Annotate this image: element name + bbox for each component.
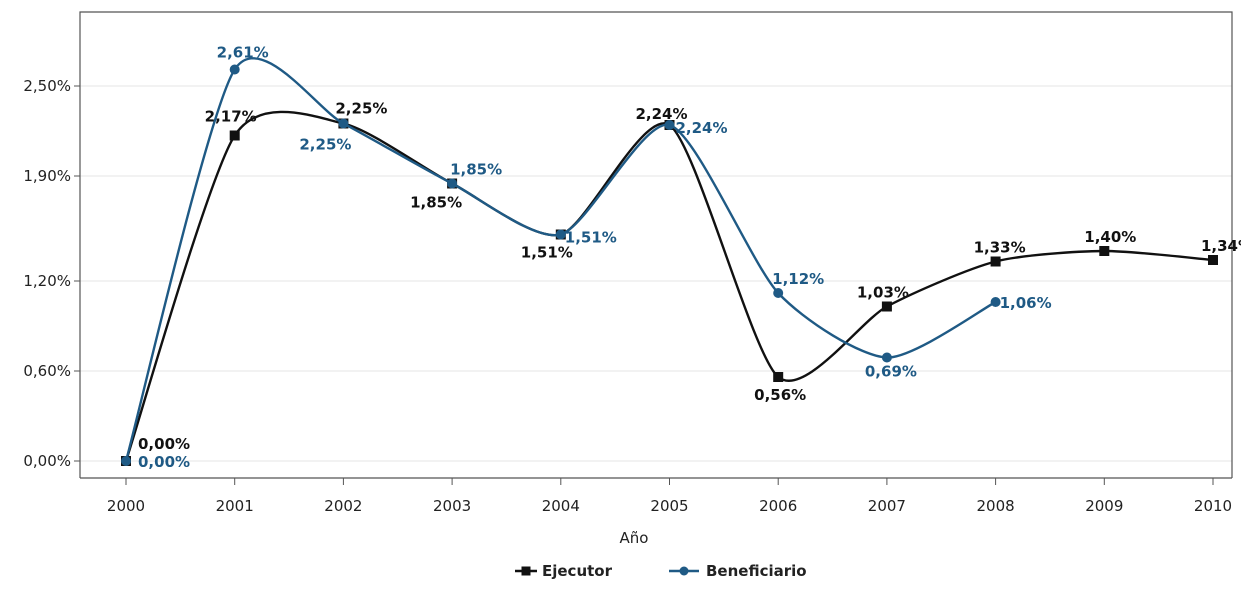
series <box>121 57 1218 466</box>
x-tick-label: 2003 <box>433 497 471 515</box>
data-label-ejecutor: 0,56% <box>754 386 806 404</box>
data-label-ejecutor: 2,24% <box>635 105 687 123</box>
y-tick-label: 1,90% <box>23 167 71 185</box>
data-label-ejecutor: 2,25% <box>335 100 387 118</box>
point-ejecutor <box>881 301 892 312</box>
x-tick-label: 2000 <box>107 497 145 515</box>
point-beneficiario <box>338 118 349 129</box>
x-tick-label: 2007 <box>868 497 906 515</box>
data-label-beneficiario: 1,06% <box>1000 294 1052 312</box>
point-ejecutor <box>773 372 784 382</box>
plot-frame <box>79 11 1233 478</box>
x-tick-label: 2002 <box>324 497 362 515</box>
point-ejecutor <box>990 256 1001 267</box>
legend-label-beneficiario: Beneficiario <box>706 562 807 580</box>
data-label-beneficiario: 1,12% <box>772 270 824 288</box>
data-label-ejecutor: 1,85% <box>410 194 462 212</box>
y-tick-label: 2,50% <box>23 77 71 95</box>
x-tick-label: 2004 <box>542 497 580 515</box>
data-label-beneficiario: 0,69% <box>865 363 917 381</box>
legend: Ejecutor Beneficiario <box>515 562 807 580</box>
data-label-ejecutor: 1,40% <box>1084 228 1136 246</box>
point-beneficiario <box>773 288 784 298</box>
data-label-beneficiario: 1,85% <box>450 161 502 179</box>
point-ejecutor <box>1208 255 1218 265</box>
point-beneficiario <box>881 352 892 363</box>
point-beneficiario <box>229 64 240 75</box>
x-tick-label: 2005 <box>650 497 688 515</box>
legend-marker-ejecutor <box>521 566 531 576</box>
data-label-beneficiario: 2,61% <box>217 44 269 62</box>
series-line-beneficiario <box>124 57 997 462</box>
data-label-ejecutor: 0,00% <box>138 435 190 453</box>
point-beneficiario <box>447 178 458 189</box>
point-beneficiario <box>664 120 675 130</box>
data-label-beneficiario: 1,51% <box>565 229 617 247</box>
x-tick-label: 2001 <box>216 497 254 515</box>
y-tick-label: 0,00% <box>23 452 71 470</box>
point-beneficiario <box>121 456 131 466</box>
x-tick-label: 2010 <box>1194 497 1232 515</box>
data-labels: 0,00% 2,17% 2,25% 1,85% 1,51% 2,24% 0,56% 1,03%… <box>138 44 1241 472</box>
point-beneficiario <box>990 297 1001 307</box>
data-label-ejecutor: 1,51% <box>521 244 573 262</box>
series-line-ejecutor <box>124 110 1214 462</box>
data-label-ejecutor: 1,33% <box>974 239 1026 257</box>
data-label-beneficiario: 0,00% <box>138 453 190 471</box>
y-tick-label: 1,20% <box>23 272 71 290</box>
x-tick-label: 2009 <box>1085 497 1123 515</box>
x-tick-label: 2008 <box>977 497 1015 515</box>
legend-label-ejecutor: Ejecutor <box>542 562 613 580</box>
axes: 0,00% 0,60% 1,20% 1,90% 2,50% 2000 2001 2002 200… <box>23 11 1233 515</box>
x-tick-label: 2006 <box>759 497 797 515</box>
legend-marker-beneficiario <box>679 566 689 576</box>
gridlines <box>80 85 1232 462</box>
data-label-beneficiario: 2,24% <box>675 119 727 137</box>
data-label-ejecutor: 2,17% <box>205 108 257 126</box>
data-label-ejecutor: 1,34% <box>1201 237 1241 255</box>
point-ejecutor <box>1099 246 1110 256</box>
point-ejecutor <box>229 130 240 141</box>
data-label-beneficiario: 2,25% <box>299 136 351 154</box>
point-beneficiario <box>555 229 566 240</box>
y-tick-label: 0,60% <box>23 362 71 380</box>
data-label-ejecutor: 1,03% <box>857 284 909 302</box>
x-axis-title: Año <box>620 529 649 547</box>
